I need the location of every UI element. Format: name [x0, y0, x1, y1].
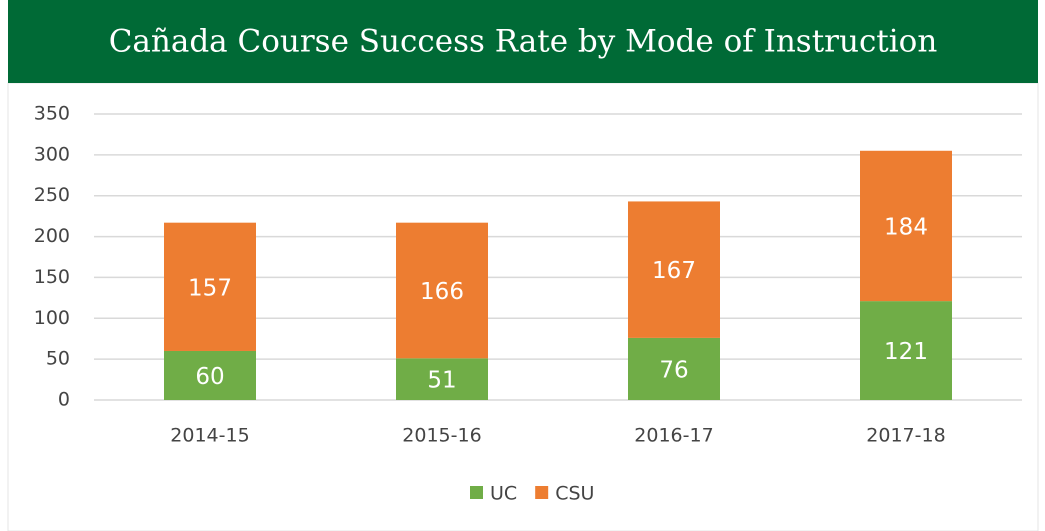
data-label: 184: [884, 214, 928, 240]
y-tick-label: 350: [34, 103, 70, 125]
legend-swatch: [535, 486, 549, 499]
data-label: 76: [659, 357, 688, 383]
y-tick-label: 250: [34, 184, 70, 206]
x-tick-label: 2017-18: [866, 425, 945, 447]
y-tick-label: 200: [34, 225, 70, 247]
data-label: 60: [195, 364, 224, 390]
data-label: 166: [420, 279, 464, 305]
data-label: 121: [884, 339, 928, 365]
bar-segment: [628, 337, 720, 400]
legend-label: UC: [490, 483, 517, 505]
data-label: 51: [427, 368, 456, 394]
y-tick-label: 100: [34, 307, 70, 329]
legend-label: CSU: [555, 483, 594, 505]
y-tick-label: 150: [34, 266, 70, 288]
data-label: 157: [188, 275, 232, 301]
x-tick-label: 2014-15: [170, 425, 249, 447]
bar-segment: [164, 222, 256, 351]
chart-title: Cañada Course Success Rate by Mode of In…: [109, 24, 938, 60]
data-label: 167: [652, 258, 696, 284]
bar-segment: [396, 358, 488, 400]
y-tick-label: 0: [58, 389, 70, 411]
title-banner: [8, 0, 1038, 83]
y-tick-label: 300: [34, 143, 70, 165]
x-tick-label: 2015-16: [402, 425, 481, 447]
x-tick-label: 2016-17: [634, 425, 713, 447]
bar-segment: [628, 201, 720, 338]
bar-segment: [860, 301, 952, 400]
y-tick-label: 50: [46, 348, 70, 370]
bar-segment: [164, 350, 256, 400]
legend-swatch: [470, 486, 483, 499]
bar-segment: [860, 150, 952, 302]
bar-segment: [396, 222, 488, 359]
